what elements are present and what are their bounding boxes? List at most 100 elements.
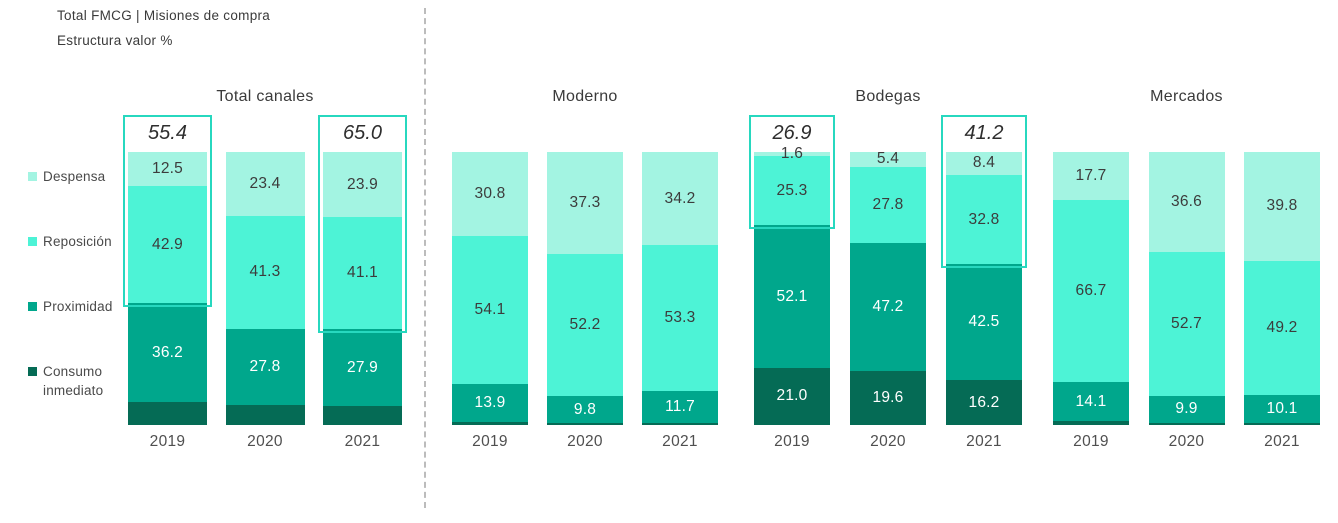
bar-segment-reposicion: 41.3 [225, 215, 305, 329]
bar-value-label: 52.2 [569, 316, 601, 334]
bar-value-label: 36.6 [1171, 192, 1202, 210]
bar-value-label: 41.1 [347, 264, 378, 282]
bar-segment-reposicion: 32.8 [946, 174, 1022, 265]
bar-segment-proximidad: 42.5 [946, 264, 1022, 381]
bar-2020: 37.3 52.2 9.8 2020 [547, 152, 623, 450]
bar-segment-consumo-inmediato [323, 405, 402, 425]
bars-row: 17.7 66.7 14.1 2019 36.6 52.7 9.9 2020 39.8 49.2 1… [1053, 152, 1320, 450]
bar-segment-proximidad: 36.2 [128, 303, 207, 403]
chart-group-total-canales: Total canales 12.5 42.9 36.2 2019 55.4 23.4 41.… [123, 88, 407, 488]
bar-segment-consumo-inmediato: 21.0 [754, 367, 830, 425]
bar-segment-reposicion: 42.9 [128, 186, 207, 304]
page-title: Total FMCG | Misiones de compra [57, 8, 271, 23]
year-label: 2021 [344, 433, 381, 450]
bar-segment-consumo-inmediato [642, 422, 718, 425]
bar-segment-proximidad: 27.8 [225, 328, 305, 405]
bar-segment-despensa: 37.3 [547, 152, 623, 254]
bar-value-label: 52.1 [776, 287, 808, 305]
bar-value-label: 42.5 [968, 313, 1000, 331]
legend-item-label: Despensa [43, 169, 106, 184]
bar-value-label: 54.1 [474, 300, 506, 318]
year-label: 2019 [472, 433, 508, 450]
bar-value-label: 27.9 [347, 358, 378, 376]
year-label: 2019 [774, 433, 810, 450]
bar-value-label: 30.8 [474, 185, 506, 203]
bar-value-label: 12.5 [152, 160, 183, 178]
bar-segment-consumo-inmediato: 16.2 [946, 380, 1022, 425]
bar-value-label: 1.6 [780, 145, 804, 163]
legend-swatch [28, 367, 37, 376]
bar-value-label: 19.6 [872, 389, 904, 407]
bar-segment-despensa: 23.4 [225, 152, 305, 216]
bar-segment-consumo-inmediato: 19.6 [850, 371, 926, 425]
bar-segment-proximidad: 11.7 [642, 390, 718, 423]
bar-segment-consumo-inmediato [225, 404, 305, 425]
bar-value-label: 11.7 [665, 397, 695, 415]
bar-segment-reposicion: 27.8 [850, 166, 926, 243]
bar-value-label: 9.8 [573, 400, 597, 418]
bar-value-label: 41.3 [249, 263, 281, 281]
bar-2020: 5.4 27.8 47.2 19.6 2020 [850, 150, 926, 450]
bar-value-label: 21.0 [776, 387, 808, 405]
bar-2021: 8.4 32.8 42.5 16.2 2021 41.2 [941, 115, 1027, 450]
legend-item-label: Reposición [43, 234, 112, 249]
year-label: 2020 [1168, 433, 1205, 450]
highlight-value: 55.4 [148, 122, 187, 144]
legend-item-reposicion: Reposición [28, 233, 116, 252]
bar-value-label: 52.7 [1171, 314, 1202, 332]
bar-segment-despensa: 36.6 [1148, 152, 1225, 252]
bar-value-label: 9.9 [1175, 400, 1198, 418]
legend-item-label: Proximidad [43, 299, 113, 314]
page-subtitle: Estructura valor % [57, 33, 173, 48]
bar-segment-despensa: 1.6 [754, 145, 830, 162]
bar-segment-despensa: 5.4 [850, 150, 926, 168]
bar-segment-proximidad: 9.8 [547, 396, 623, 424]
year-label: 2021 [1264, 433, 1300, 450]
bar-segment-proximidad: 9.9 [1148, 395, 1225, 423]
bar-segment-despensa: 23.9 [323, 152, 402, 218]
report-header: Total FMCG | Misiones de compra Estructu… [57, 8, 270, 48]
bars-row: 12.5 42.9 36.2 2019 55.4 23.4 41.3 27.8 2020 23.9… [123, 115, 407, 450]
bars-row: 30.8 54.1 13.9 2019 37.3 52.2 9.8 2020 34.2 53.3 1… [452, 152, 718, 450]
year-label: 2019 [149, 433, 186, 450]
bar-value-label: 5.4 [876, 150, 900, 168]
dashed-divider [424, 8, 426, 508]
bar-value-label: 37.3 [569, 193, 601, 211]
bar-2021: 34.2 53.3 11.7 2021 [642, 152, 718, 450]
bar-segment-reposicion: 52.2 [547, 253, 623, 397]
bar-segment-consumo-inmediato [1053, 420, 1129, 425]
bar-segment-reposicion: 54.1 [452, 236, 528, 384]
bar-value-label: 13.9 [474, 393, 506, 411]
bar-2021: 23.9 41.1 27.9 2021 65.0 [318, 115, 407, 450]
bar-value-label: 34.2 [664, 189, 696, 207]
bar-segment-consumo-inmediato [547, 423, 623, 425]
bar-segment-proximidad: 14.1 [1053, 382, 1129, 421]
bar-2019: 30.8 54.1 13.9 2019 [452, 152, 528, 450]
bar-segment-proximidad: 52.1 [754, 225, 830, 368]
bar-value-label: 25.3 [776, 181, 808, 199]
bar-segment-reposicion: 41.1 [323, 217, 402, 330]
bar-segment-proximidad: 47.2 [850, 242, 926, 372]
bar-segment-consumo-inmediato [452, 421, 528, 425]
bar-segment-despensa: 8.4 [946, 152, 1022, 175]
bar-2021: 39.8 49.2 10.1 2021 [1244, 152, 1320, 450]
bar-segment-reposicion: 66.7 [1053, 200, 1129, 383]
bar-segment-despensa: 17.7 [1053, 152, 1129, 201]
bar-value-label: 47.2 [872, 298, 904, 316]
legend-item-consumo-inmediato: Consumo inmediato [28, 363, 116, 401]
bar-value-label: 17.7 [1075, 167, 1107, 185]
bar-segment-proximidad: 10.1 [1244, 394, 1320, 423]
bar-value-label: 36.2 [152, 343, 183, 361]
bar-value-label: 32.8 [968, 210, 1000, 228]
bar-segment-reposicion: 52.7 [1148, 251, 1225, 396]
bar-segment-consumo-inmediato [1244, 422, 1320, 425]
group-title: Moderno [552, 88, 618, 105]
bar-value-label: 10.1 [1266, 399, 1298, 417]
bar-value-label: 8.4 [972, 154, 996, 172]
group-title: Bodegas [855, 88, 921, 105]
legend-item-despensa: Despensa [28, 168, 116, 187]
bar-2019: 12.5 42.9 36.2 2019 55.4 [123, 115, 212, 450]
bar-value-label: 39.8 [1266, 197, 1298, 215]
bar-2019: 17.7 66.7 14.1 2019 [1053, 152, 1129, 450]
highlight-value: 26.9 [772, 122, 812, 144]
